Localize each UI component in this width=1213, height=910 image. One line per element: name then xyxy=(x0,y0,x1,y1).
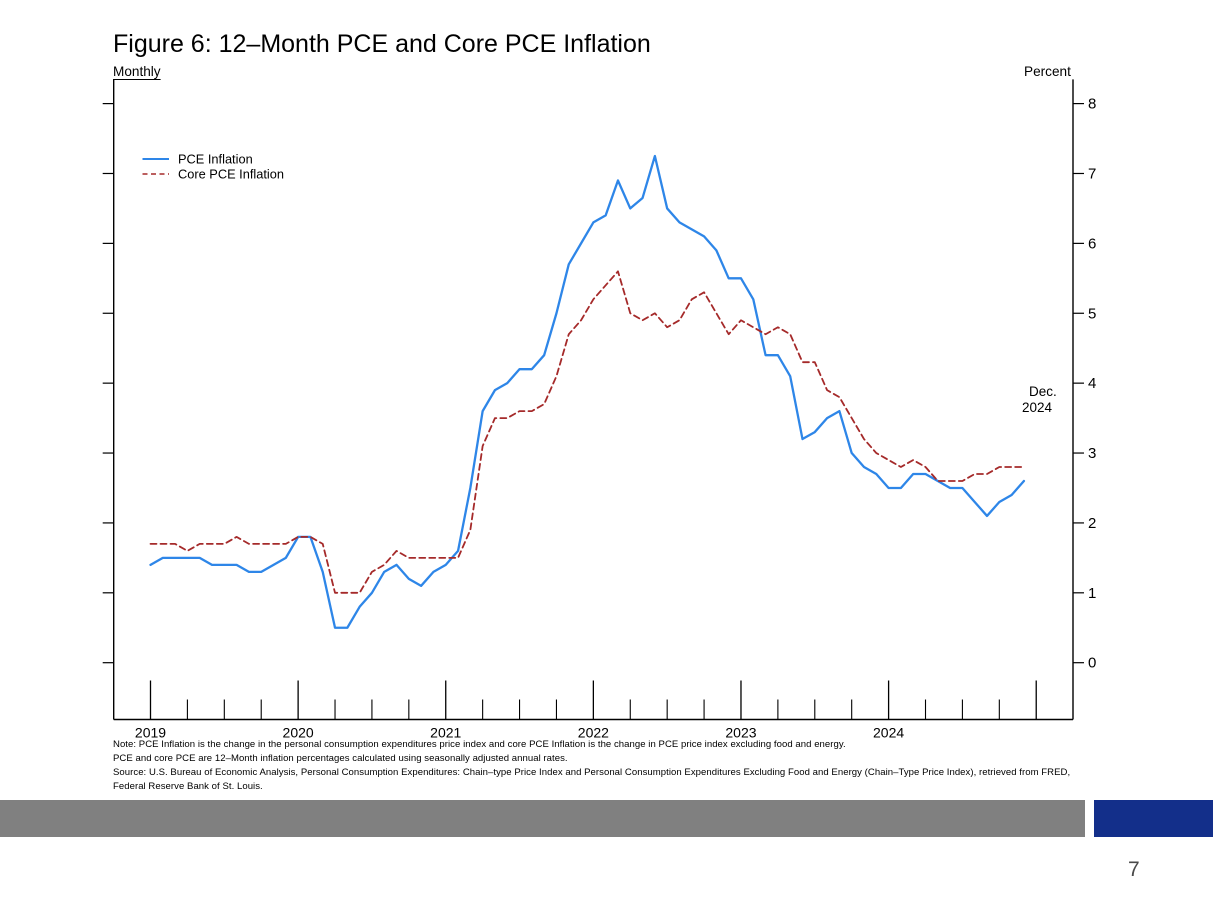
svg-text:7: 7 xyxy=(1088,165,1096,182)
svg-text:3: 3 xyxy=(1088,445,1096,462)
svg-text:Core PCE Inflation: Core PCE Inflation xyxy=(178,167,284,182)
svg-text:2024: 2024 xyxy=(1022,400,1053,415)
svg-text:2024: 2024 xyxy=(873,725,904,741)
svg-text:Dec.: Dec. xyxy=(1029,384,1057,399)
svg-text:8: 8 xyxy=(1088,96,1096,113)
svg-text:6: 6 xyxy=(1088,235,1096,252)
svg-text:2: 2 xyxy=(1088,515,1096,532)
svg-text:5: 5 xyxy=(1088,305,1096,322)
svg-text:4: 4 xyxy=(1088,375,1096,392)
svg-text:PCE Inflation: PCE Inflation xyxy=(178,152,253,167)
svg-text:1: 1 xyxy=(1088,585,1096,602)
svg-text:0: 0 xyxy=(1088,655,1096,672)
